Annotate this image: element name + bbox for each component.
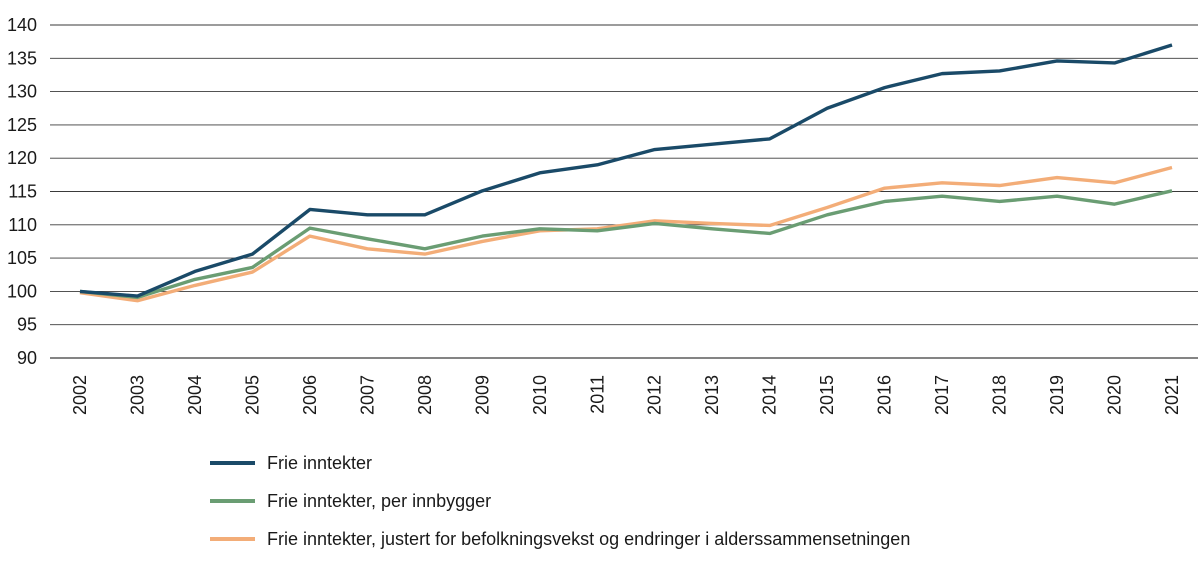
series-line-1 bbox=[79, 43, 1173, 298]
y-tick-label: 105 bbox=[7, 248, 37, 268]
x-axis-ticks: 2002 2003 2004 2005 2006 2007 2008 2009 2010 2011… bbox=[70, 375, 1182, 415]
x-tick-label: 2017 bbox=[932, 375, 952, 415]
x-tick-label: 2006 bbox=[300, 375, 320, 415]
y-tick-label: 130 bbox=[7, 82, 37, 102]
x-tick-label: 2015 bbox=[817, 375, 837, 415]
x-tick-label: 2019 bbox=[1047, 375, 1067, 415]
legend-label: Frie inntekter bbox=[267, 453, 372, 473]
x-tick-label: 2016 bbox=[875, 375, 895, 415]
x-tick-label: 2010 bbox=[530, 375, 550, 415]
y-tick-label: 140 bbox=[7, 15, 37, 35]
x-tick-label: 2012 bbox=[645, 375, 665, 415]
x-tick-label: 2021 bbox=[1162, 375, 1182, 415]
x-tick-label: 2020 bbox=[1105, 375, 1125, 415]
y-axis-ticks: 90 95 100 105 110 115 120 125 130 135 140 bbox=[7, 15, 37, 368]
y-tick-label: 135 bbox=[7, 48, 37, 68]
x-tick-label: 2018 bbox=[990, 375, 1010, 415]
x-tick-label: 2002 bbox=[70, 375, 90, 415]
legend: Frie inntekter Frie inntekter, per innbyg… bbox=[210, 453, 910, 549]
x-tick-label: 2011 bbox=[587, 375, 607, 414]
y-tick-label: 110 bbox=[8, 215, 37, 235]
y-tick-label: 100 bbox=[7, 281, 37, 301]
gridlines bbox=[50, 24, 1198, 359]
series-line-2 bbox=[79, 189, 1173, 300]
x-tick-label: 2013 bbox=[702, 375, 722, 415]
x-tick-label: 2014 bbox=[760, 375, 780, 415]
x-tick-label: 2003 bbox=[127, 375, 147, 415]
series-line-3 bbox=[79, 165, 1173, 303]
x-tick-label: 2009 bbox=[472, 375, 492, 415]
x-tick-label: 2007 bbox=[357, 375, 377, 415]
legend-label: Frie inntekter, justert for befolkningsv… bbox=[267, 529, 910, 549]
x-tick-label: 2005 bbox=[242, 375, 262, 415]
x-tick-label: 2008 bbox=[415, 375, 435, 415]
y-tick-label: 120 bbox=[7, 148, 37, 168]
legend-label: Frie inntekter, per innbygger bbox=[267, 491, 491, 511]
y-tick-label: 115 bbox=[8, 182, 37, 202]
x-tick-label: 2004 bbox=[185, 375, 205, 415]
series-lines bbox=[79, 43, 1173, 303]
y-tick-label: 95 bbox=[17, 315, 37, 335]
y-tick-label: 125 bbox=[7, 115, 37, 135]
y-tick-label: 90 bbox=[17, 348, 37, 368]
